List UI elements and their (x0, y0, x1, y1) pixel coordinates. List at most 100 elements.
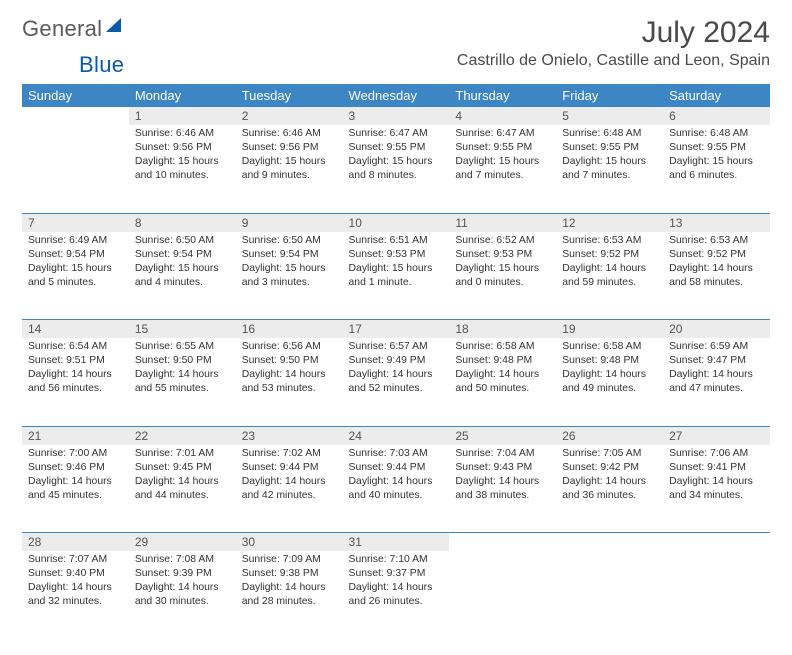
daylight-text: Daylight: 15 hours and 8 minutes. (349, 155, 444, 183)
day-number-cell: 7 (22, 213, 129, 232)
sunrise-text: Sunrise: 6:55 AM (135, 340, 230, 354)
day-detail-cell: Sunrise: 7:01 AMSunset: 9:45 PMDaylight:… (129, 445, 236, 533)
daylight-text: Daylight: 14 hours and 53 minutes. (242, 368, 337, 396)
sunrise-text: Sunrise: 6:56 AM (242, 340, 337, 354)
day-number-cell: 26 (556, 426, 663, 445)
daylight-text: Daylight: 14 hours and 56 minutes. (28, 368, 123, 396)
location-subtitle: Castrillo de Onielo, Castille and Leon, … (457, 52, 770, 70)
sunrise-text: Sunrise: 7:02 AM (242, 447, 337, 461)
detail-row: Sunrise: 6:49 AMSunset: 9:54 PMDaylight:… (22, 232, 770, 320)
day-number-cell: 22 (129, 426, 236, 445)
day-detail-cell: Sunrise: 6:53 AMSunset: 9:52 PMDaylight:… (556, 232, 663, 320)
day-detail-cell: Sunrise: 7:02 AMSunset: 9:44 PMDaylight:… (236, 445, 343, 533)
day-detail-cell: Sunrise: 6:47 AMSunset: 9:55 PMDaylight:… (343, 125, 450, 213)
daynum-row: 123456 (22, 107, 770, 125)
day-number-cell: 8 (129, 213, 236, 232)
daynum-row: 14151617181920 (22, 320, 770, 339)
sunrise-text: Sunrise: 6:53 AM (669, 234, 764, 248)
sunrise-text: Sunrise: 6:47 AM (455, 127, 550, 141)
day-detail-cell: Sunrise: 6:56 AMSunset: 9:50 PMDaylight:… (236, 338, 343, 426)
day-number-cell: 3 (343, 107, 450, 125)
day-detail-cell: Sunrise: 6:46 AMSunset: 9:56 PMDaylight:… (129, 125, 236, 213)
day-detail-cell: Sunrise: 7:10 AMSunset: 9:37 PMDaylight:… (343, 551, 450, 639)
daylight-text: Daylight: 14 hours and 44 minutes. (135, 475, 230, 503)
sunset-text: Sunset: 9:38 PM (242, 567, 337, 581)
sunset-text: Sunset: 9:54 PM (28, 248, 123, 262)
calendar-table: Sunday Monday Tuesday Wednesday Thursday… (22, 84, 770, 639)
sunrise-text: Sunrise: 6:59 AM (669, 340, 764, 354)
daylight-text: Daylight: 14 hours and 28 minutes. (242, 581, 337, 609)
brand-logo: General (22, 16, 125, 42)
sail-icon (105, 14, 123, 40)
daylight-text: Daylight: 15 hours and 3 minutes. (242, 262, 337, 290)
sunrise-text: Sunrise: 6:58 AM (562, 340, 657, 354)
day-number-cell: 2 (236, 107, 343, 125)
sunrise-text: Sunrise: 6:46 AM (135, 127, 230, 141)
daylight-text: Daylight: 14 hours and 55 minutes. (135, 368, 230, 396)
sunset-text: Sunset: 9:42 PM (562, 461, 657, 475)
day-number-cell: 6 (663, 107, 770, 125)
daylight-text: Daylight: 14 hours and 42 minutes. (242, 475, 337, 503)
weekday-header: Sunday (22, 84, 129, 107)
sunrise-text: Sunrise: 6:52 AM (455, 234, 550, 248)
sunrise-text: Sunrise: 6:50 AM (242, 234, 337, 248)
day-detail-cell: Sunrise: 6:46 AMSunset: 9:56 PMDaylight:… (236, 125, 343, 213)
day-detail-cell: Sunrise: 6:53 AMSunset: 9:52 PMDaylight:… (663, 232, 770, 320)
daylight-text: Daylight: 15 hours and 4 minutes. (135, 262, 230, 290)
sunrise-text: Sunrise: 6:48 AM (669, 127, 764, 141)
sunset-text: Sunset: 9:55 PM (349, 141, 444, 155)
sunrise-text: Sunrise: 7:10 AM (349, 553, 444, 567)
day-detail-cell: Sunrise: 6:54 AMSunset: 9:51 PMDaylight:… (22, 338, 129, 426)
day-number-cell: 13 (663, 213, 770, 232)
sunset-text: Sunset: 9:47 PM (669, 354, 764, 368)
weekday-header: Thursday (449, 84, 556, 107)
day-number-cell: 25 (449, 426, 556, 445)
sunset-text: Sunset: 9:53 PM (455, 248, 550, 262)
daylight-text: Daylight: 14 hours and 32 minutes. (28, 581, 123, 609)
day-number-cell: 17 (343, 320, 450, 339)
daylight-text: Daylight: 14 hours and 49 minutes. (562, 368, 657, 396)
daynum-row: 21222324252627 (22, 426, 770, 445)
weekday-header: Monday (129, 84, 236, 107)
daynum-row: 78910111213 (22, 213, 770, 232)
day-detail-cell: Sunrise: 7:00 AMSunset: 9:46 PMDaylight:… (22, 445, 129, 533)
calendar-body: 123456Sunrise: 6:46 AMSunset: 9:56 PMDay… (22, 107, 770, 639)
sunset-text: Sunset: 9:45 PM (135, 461, 230, 475)
sunset-text: Sunset: 9:53 PM (349, 248, 444, 262)
daylight-text: Daylight: 15 hours and 7 minutes. (455, 155, 550, 183)
day-detail-cell (556, 551, 663, 639)
day-detail-cell: Sunrise: 6:55 AMSunset: 9:50 PMDaylight:… (129, 338, 236, 426)
daylight-text: Daylight: 14 hours and 26 minutes. (349, 581, 444, 609)
day-number-cell (22, 107, 129, 125)
daylight-text: Daylight: 15 hours and 10 minutes. (135, 155, 230, 183)
day-number-cell: 12 (556, 213, 663, 232)
daylight-text: Daylight: 15 hours and 5 minutes. (28, 262, 123, 290)
day-number-cell (449, 533, 556, 552)
day-detail-cell: Sunrise: 6:50 AMSunset: 9:54 PMDaylight:… (236, 232, 343, 320)
calendar-page: General July 2024 Castrillo de Onielo, C… (0, 0, 792, 655)
day-detail-cell: Sunrise: 7:05 AMSunset: 9:42 PMDaylight:… (556, 445, 663, 533)
sunset-text: Sunset: 9:49 PM (349, 354, 444, 368)
day-detail-cell: Sunrise: 7:06 AMSunset: 9:41 PMDaylight:… (663, 445, 770, 533)
day-number-cell: 4 (449, 107, 556, 125)
detail-row: Sunrise: 7:07 AMSunset: 9:40 PMDaylight:… (22, 551, 770, 639)
day-number-cell (556, 533, 663, 552)
day-number-cell: 14 (22, 320, 129, 339)
sunset-text: Sunset: 9:37 PM (349, 567, 444, 581)
sunset-text: Sunset: 9:54 PM (242, 248, 337, 262)
sunset-text: Sunset: 9:56 PM (242, 141, 337, 155)
sunrise-text: Sunrise: 7:08 AM (135, 553, 230, 567)
sunrise-text: Sunrise: 7:07 AM (28, 553, 123, 567)
day-detail-cell: Sunrise: 6:51 AMSunset: 9:53 PMDaylight:… (343, 232, 450, 320)
day-detail-cell (22, 125, 129, 213)
daylight-text: Daylight: 14 hours and 38 minutes. (455, 475, 550, 503)
sunset-text: Sunset: 9:56 PM (135, 141, 230, 155)
sunset-text: Sunset: 9:40 PM (28, 567, 123, 581)
day-number-cell: 10 (343, 213, 450, 232)
day-number-cell: 24 (343, 426, 450, 445)
sunrise-text: Sunrise: 6:46 AM (242, 127, 337, 141)
sunrise-text: Sunrise: 7:00 AM (28, 447, 123, 461)
brand-word-1: General (22, 16, 102, 42)
sunset-text: Sunset: 9:48 PM (455, 354, 550, 368)
sunrise-text: Sunrise: 6:58 AM (455, 340, 550, 354)
